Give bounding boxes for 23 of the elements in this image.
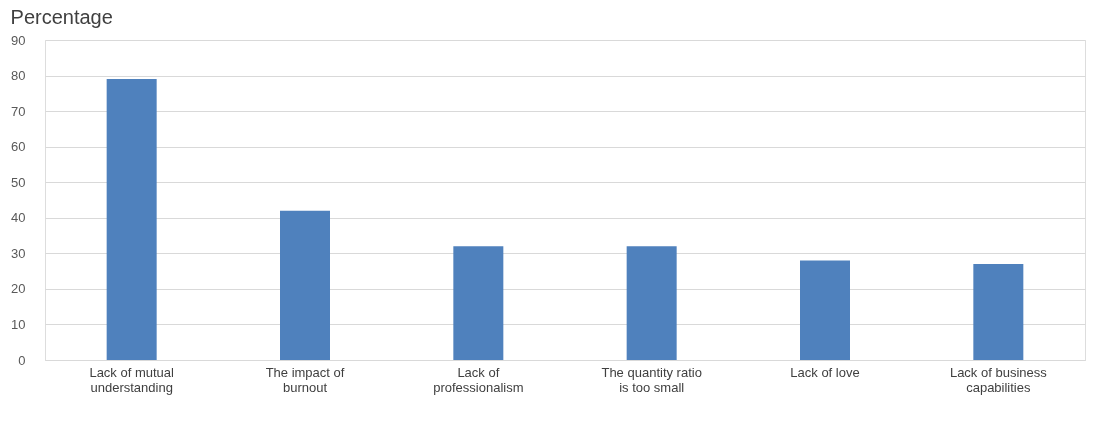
- chart-title: Percentage: [10, 6, 113, 28]
- bar: [800, 260, 850, 360]
- x-tick-label: Lack of business capabilities: [949, 364, 1048, 395]
- bar: [626, 246, 677, 360]
- bar: [280, 210, 330, 360]
- x-tick-label: Lack of love: [790, 364, 860, 380]
- y-tick-label: 40: [11, 210, 26, 226]
- y-tick-label: 70: [11, 103, 26, 119]
- y-tick-label: 10: [11, 316, 26, 332]
- y-tick-label: 20: [11, 281, 26, 297]
- y-tick-label: 90: [11, 32, 26, 48]
- y-tick-label: 0: [18, 352, 26, 368]
- y-tick-label: 50: [11, 174, 26, 190]
- x-tick-label: Lack of mutual understanding: [89, 364, 175, 395]
- bar: [453, 246, 504, 360]
- x-tick-label: Lack of professionalism: [433, 364, 524, 395]
- y-tick-label: 80: [11, 68, 26, 84]
- y-tick-label: 30: [11, 245, 26, 261]
- x-tick-label: The quantity ratio is too small: [601, 364, 702, 395]
- bar: [106, 79, 157, 360]
- y-tick-label: 60: [11, 139, 26, 155]
- x-tick-label: The impact of burnout: [265, 364, 345, 395]
- bar: [973, 264, 1024, 360]
